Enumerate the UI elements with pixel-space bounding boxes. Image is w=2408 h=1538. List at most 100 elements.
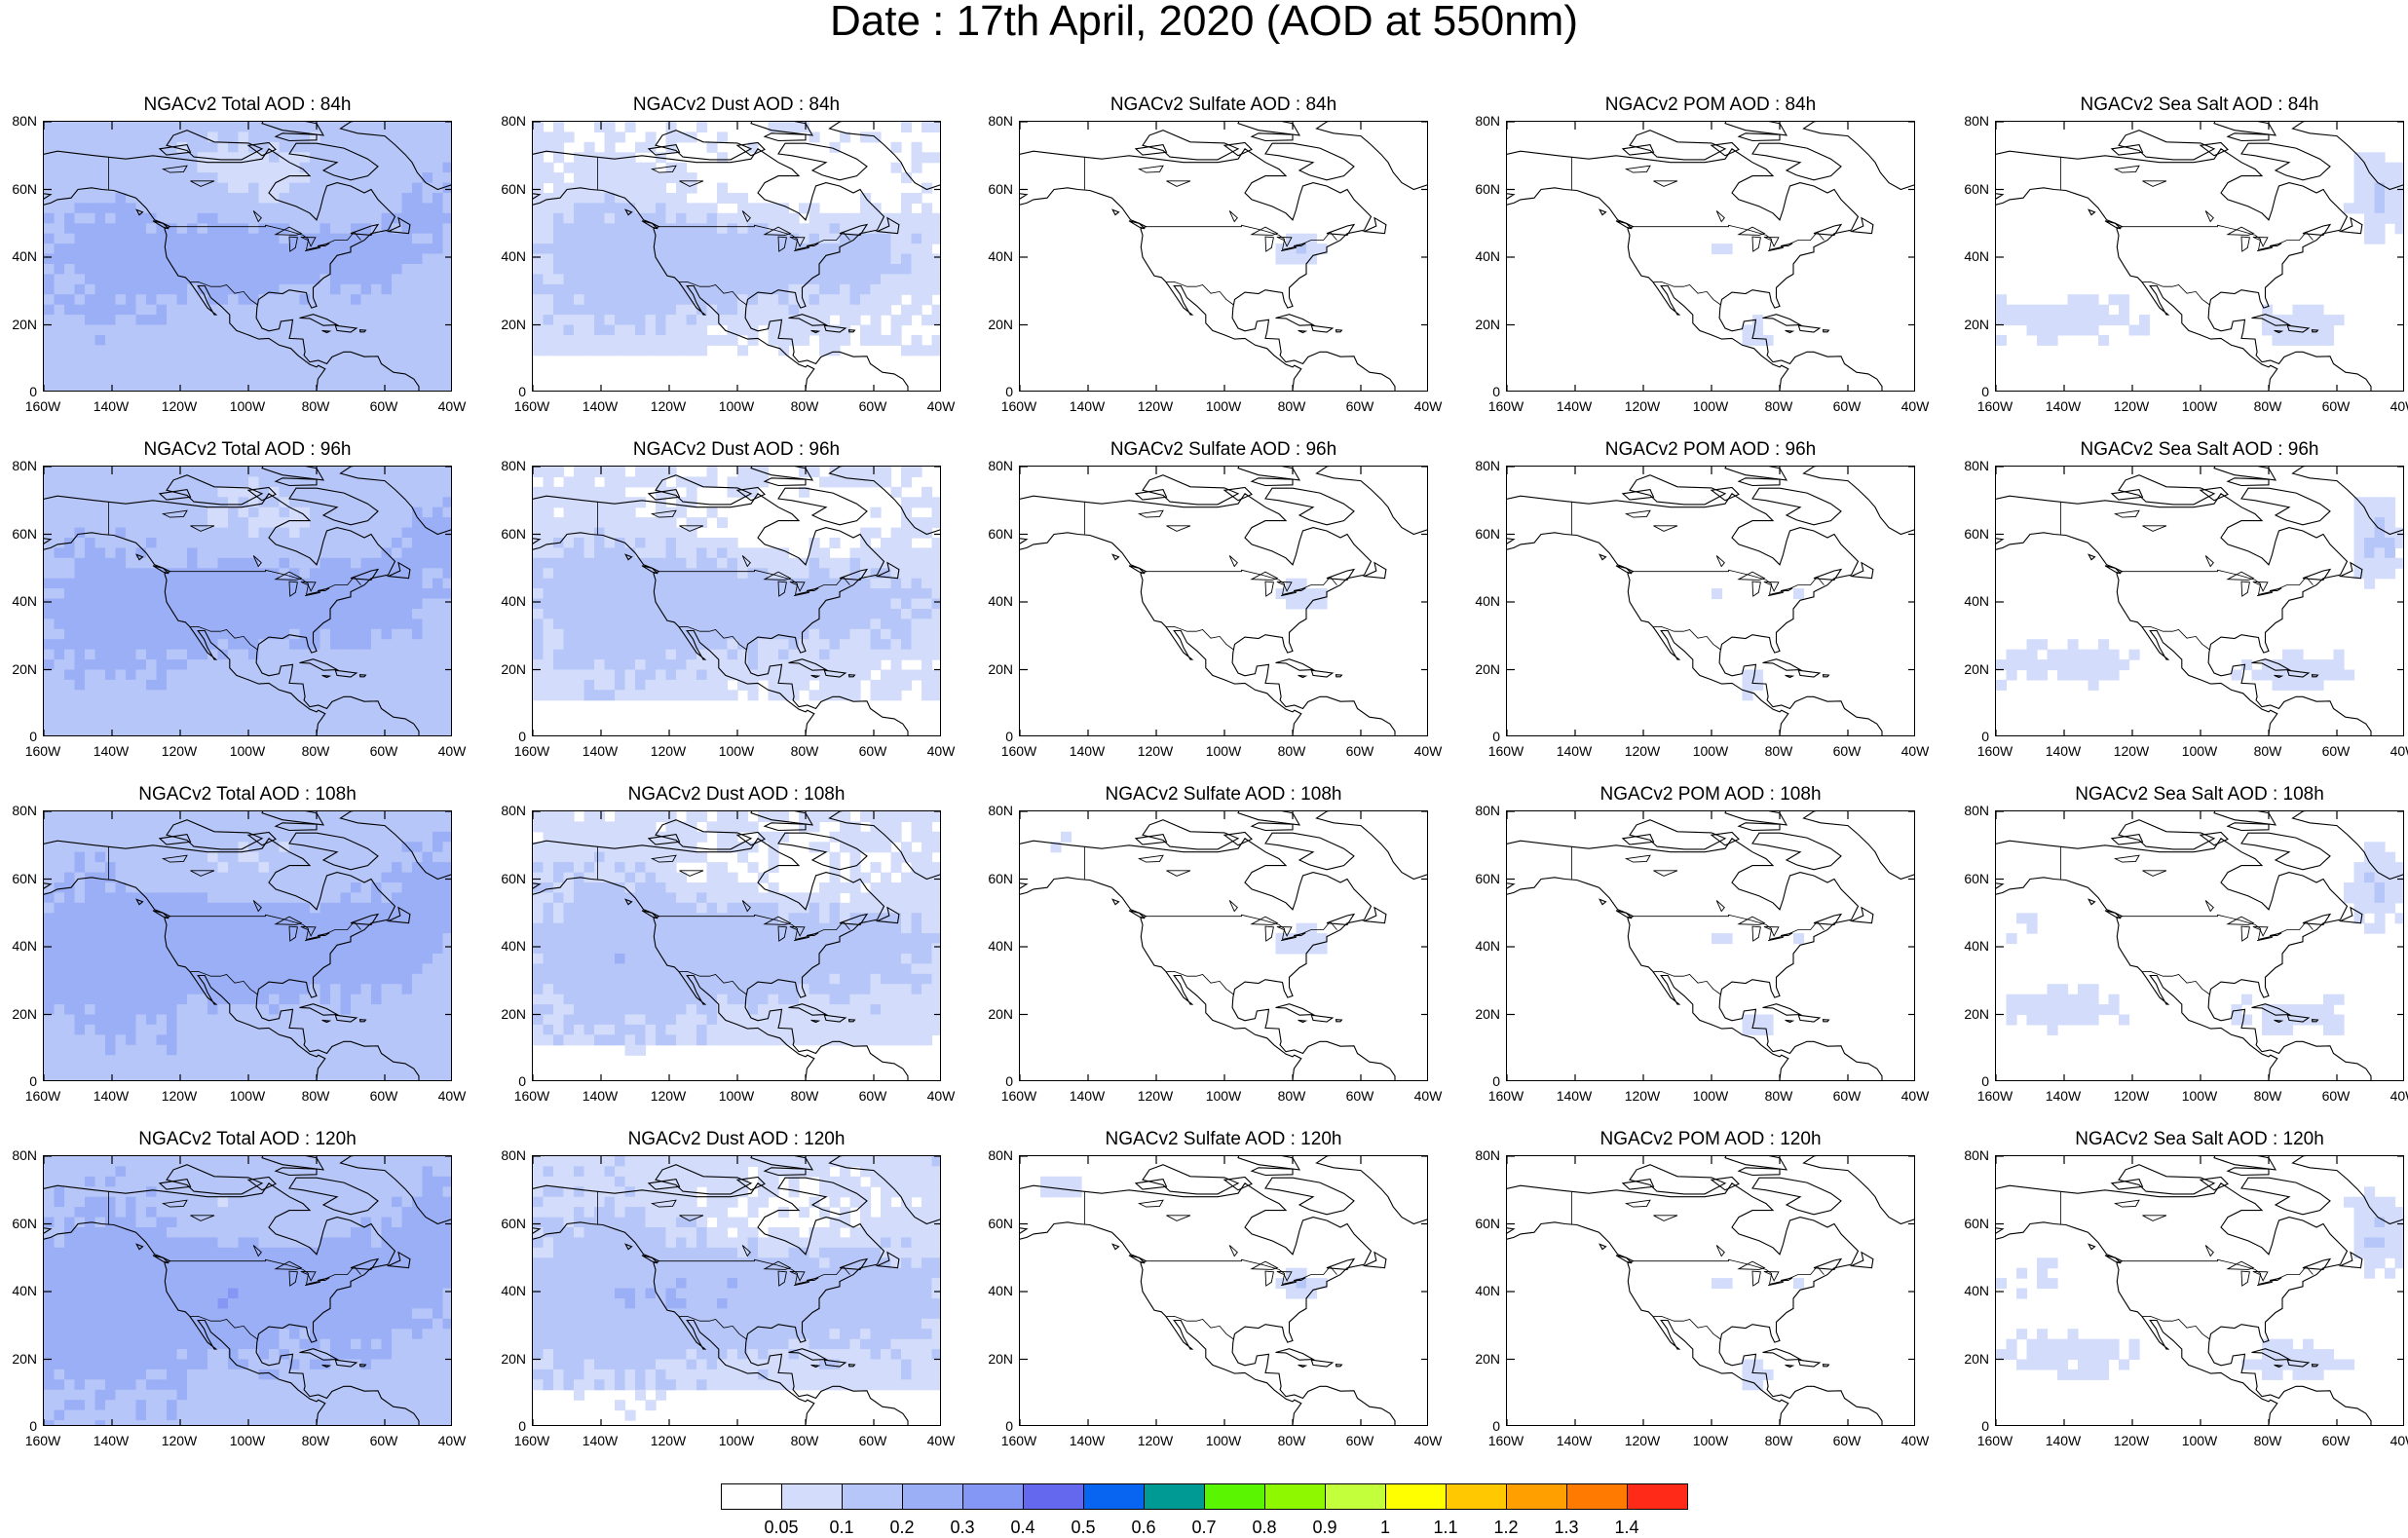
aod-cell	[341, 1004, 352, 1015]
aod-cell	[105, 467, 116, 477]
aod-cell	[423, 811, 433, 822]
aod-cell	[64, 984, 75, 994]
aod-cell	[544, 274, 554, 284]
aod-cell	[423, 244, 433, 254]
aod-cell	[126, 234, 136, 244]
aod-cell	[769, 213, 779, 224]
aod-cell	[553, 294, 564, 305]
aod-cell	[2395, 163, 2405, 173]
aod-cell	[75, 963, 86, 974]
aod-cell	[2048, 325, 2058, 336]
aod-cell	[116, 223, 127, 234]
aod-cell	[218, 609, 229, 619]
aod-cell	[218, 517, 229, 528]
aod-cell	[605, 264, 616, 275]
aod-cell	[187, 234, 198, 244]
aod-cell	[533, 588, 544, 599]
aod-cell	[218, 223, 229, 234]
aod-cell	[85, 558, 95, 569]
aod-cell	[85, 223, 95, 234]
aod-cell	[871, 284, 882, 295]
aod-cell	[55, 558, 65, 569]
aod-cell	[105, 731, 116, 736]
aod-cell	[341, 609, 352, 619]
aod-cell	[95, 811, 106, 822]
aod-cell	[248, 670, 259, 681]
aod-cell	[167, 234, 177, 244]
aod-cell	[116, 1034, 127, 1045]
aod-cell	[64, 305, 75, 316]
aod-cell	[248, 731, 259, 736]
aod-cell	[136, 163, 147, 173]
aod-cell	[412, 365, 423, 376]
aod-map	[1996, 122, 2404, 392]
aod-cell	[85, 579, 95, 589]
panel-title: NGACv2 Sea Salt AOD : 84h	[1995, 94, 2404, 116]
aod-cell	[809, 650, 820, 660]
aod-cell	[2364, 568, 2375, 579]
aod-cell	[64, 345, 75, 356]
aod-cell	[361, 933, 372, 944]
aod-cell	[75, 131, 86, 142]
aod-cell	[656, 335, 666, 346]
aod-cell	[85, 497, 95, 507]
aod-cell	[443, 680, 453, 691]
aod-cell	[2364, 547, 2375, 558]
aod-cell	[443, 1025, 453, 1035]
aod-cell	[676, 131, 687, 142]
aod-cell	[105, 933, 116, 944]
aod-cell	[371, 721, 382, 731]
aod-cell	[901, 609, 912, 619]
aod-cell	[676, 213, 687, 224]
aod-cell	[423, 335, 433, 346]
aod-cell	[146, 873, 157, 883]
aod-cell	[666, 305, 677, 316]
aod-cell	[553, 315, 564, 325]
aod-cell	[553, 213, 564, 224]
aod-cell	[126, 254, 136, 265]
aod-cell	[402, 345, 413, 356]
aod-cell	[402, 1025, 413, 1035]
aod-cell	[809, 609, 820, 619]
aod-cell	[85, 1045, 95, 1056]
aod-cell	[228, 234, 239, 244]
aod-cell	[433, 356, 443, 366]
aod-cell	[55, 599, 65, 610]
aod-cell	[341, 913, 352, 923]
aod-cell	[105, 639, 116, 650]
aod-cell	[157, 639, 168, 650]
aod-cell	[371, 264, 382, 275]
aod-cell	[177, 1034, 188, 1045]
aod-cell	[778, 254, 789, 265]
aod-cell	[2027, 650, 2038, 660]
aod-cell	[95, 325, 106, 336]
aod-cell	[2385, 558, 2395, 569]
aod-cell	[2027, 659, 2038, 670]
aod-cell	[533, 183, 544, 194]
aod-cell	[666, 609, 677, 619]
aod-cell	[676, 203, 687, 213]
coastlines	[1020, 122, 1428, 392]
aod-cell	[737, 670, 748, 681]
aod-cell	[433, 1025, 443, 1035]
aod-cell	[136, 264, 147, 275]
lon-tick-label: 120W	[2111, 743, 2152, 759]
aod-cell	[912, 619, 922, 629]
aod-cell	[392, 944, 402, 955]
aod-cell	[146, 274, 157, 284]
aod-cell	[259, 386, 270, 392]
lon-tick-label: 40W	[2384, 743, 2408, 759]
aod-cell	[666, 244, 677, 254]
aod-cell	[259, 609, 270, 619]
aod-cell	[564, 639, 575, 650]
aod-cell	[310, 1034, 320, 1045]
aod-cell	[799, 335, 809, 346]
aod-cell	[737, 467, 748, 477]
aod-cell	[146, 650, 157, 660]
aod-cell	[177, 305, 188, 316]
aod-cell	[912, 568, 922, 579]
aod-cell	[320, 1034, 331, 1045]
aod-cell	[105, 264, 116, 275]
aod-cell	[382, 690, 393, 700]
aod-cell	[259, 963, 270, 974]
